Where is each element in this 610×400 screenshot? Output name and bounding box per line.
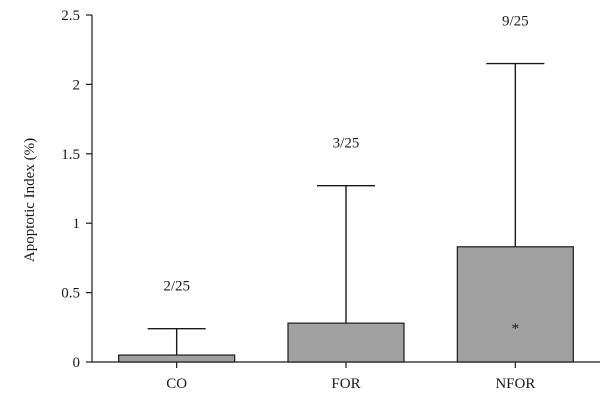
bar-for xyxy=(287,322,405,363)
x-tick-label: NFOR xyxy=(495,376,535,392)
x-tick-label: CO xyxy=(166,376,187,392)
y-tick-label: 2.5 xyxy=(61,8,80,24)
y-tick-label: 1 xyxy=(73,216,81,232)
sample-count-label: 9/25 xyxy=(502,14,529,30)
y-tick-label: 2 xyxy=(73,77,81,93)
y-tick-label: 1.5 xyxy=(61,147,80,163)
bar-co xyxy=(118,354,236,363)
x-tick-label: FOR xyxy=(331,376,360,392)
bars xyxy=(118,62,574,363)
sample-count-label: 2/25 xyxy=(163,279,190,295)
y-tick-label: 0 xyxy=(73,355,81,371)
significance-marker: * xyxy=(512,321,520,337)
y-axis-label: Apoptotic Index (%) xyxy=(22,138,38,262)
labels: CO 2/25 FOR 3/25 NFOR 9/25 * xyxy=(163,14,535,392)
sample-count-label: 3/25 xyxy=(333,136,360,152)
y-tick-label: 0.5 xyxy=(61,286,80,302)
bar-nfor xyxy=(456,246,574,363)
